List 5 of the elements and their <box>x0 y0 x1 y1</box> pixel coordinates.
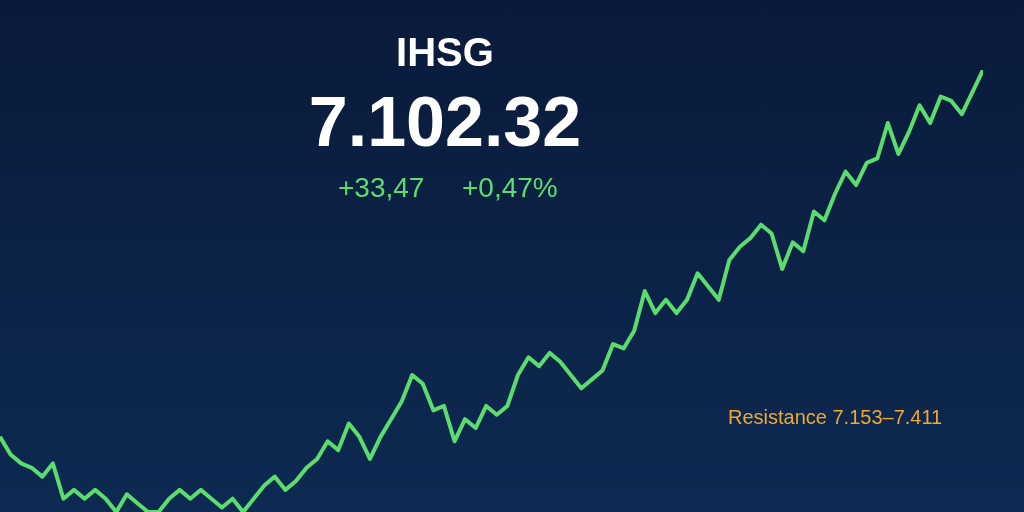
chart-title: IHSG <box>395 30 495 75</box>
annotation: +33,47 <box>338 172 425 204</box>
annotation: Resistance 7.153–7.411 <box>728 406 943 429</box>
annotation: +0,47% <box>462 172 558 204</box>
chart-subtitle: 7.102.32 <box>307 82 583 162</box>
